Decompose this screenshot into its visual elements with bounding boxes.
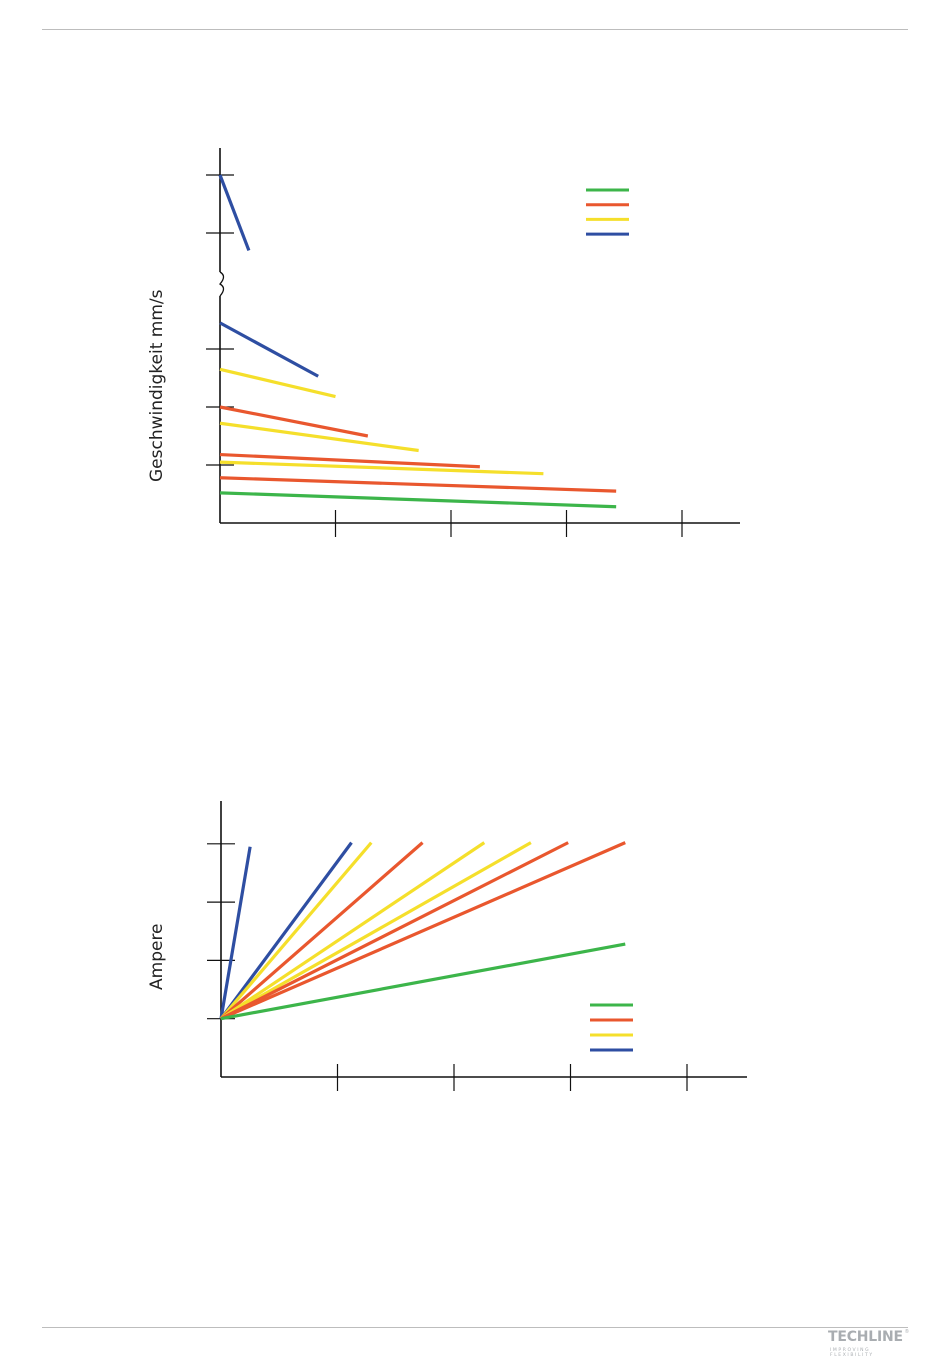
series-line (220, 841, 486, 1021)
series-line (220, 942, 626, 1021)
series-line (219, 367, 336, 399)
y-axis-break (218, 271, 225, 297)
series-line (219, 321, 319, 378)
series-line (218, 174, 251, 251)
y-axis-label: Geschwindigkeit mm/s (147, 289, 167, 482)
logo-registered-mark: ® (905, 1329, 909, 1335)
series-line (219, 421, 419, 453)
series-line (220, 841, 626, 1021)
speed-chart: Geschwindigkeit mm/s (147, 148, 740, 537)
logo-name: TECHLINE (828, 1329, 903, 1345)
header-rule (42, 29, 908, 30)
techline-logo: TECHLINE ® IMPROVING FLEXIBILITY (810, 1328, 910, 1358)
y-axis-label: Ampere (147, 923, 167, 990)
series-line (220, 841, 532, 1021)
series-line (219, 841, 373, 1020)
footer-rule (42, 1327, 908, 1328)
logo-tagline: IMPROVING FLEXIBILITY (830, 1348, 874, 1358)
series-line (219, 460, 544, 476)
ampere-chart: Ampere (147, 801, 747, 1091)
series-line (219, 405, 369, 438)
series-line (219, 841, 424, 1020)
series-line (219, 846, 252, 1019)
series-line (219, 452, 480, 469)
series-line (219, 491, 617, 509)
series-line (219, 476, 617, 493)
series-line (219, 841, 353, 1020)
series-line (220, 841, 569, 1021)
